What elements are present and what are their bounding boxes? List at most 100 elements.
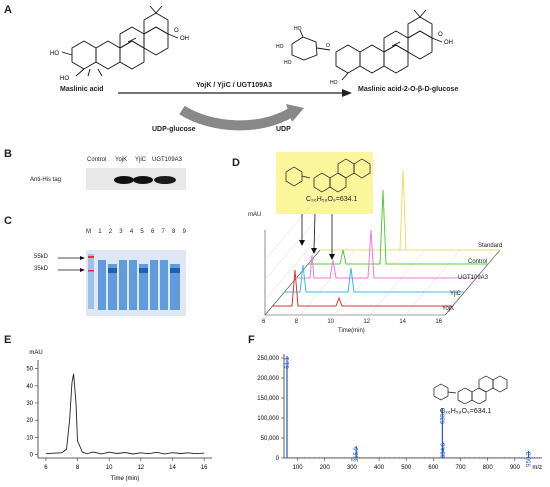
enzymes-label: YojK / YjiC / UGT109A3 bbox=[196, 82, 272, 89]
byproduct-label: UDP bbox=[276, 126, 291, 133]
western-row-label: Anti-His tag bbox=[30, 177, 62, 183]
f-ytick-label: 50,000 bbox=[261, 436, 280, 442]
e-xtick-label: 8 bbox=[76, 465, 80, 471]
product-structure bbox=[291, 9, 443, 81]
lane-ugt109a3: UGT109A3 bbox=[152, 157, 183, 163]
f-ytick-label: 0 bbox=[276, 456, 280, 462]
d-xtick-16: 16 bbox=[435, 319, 442, 325]
f-xtick-label: 300 bbox=[347, 465, 358, 471]
curved-arrowhead bbox=[286, 104, 304, 122]
d-xtick-12: 12 bbox=[363, 319, 370, 325]
marker-35-label: 35kD bbox=[34, 266, 49, 272]
band-yjic bbox=[133, 176, 153, 184]
o-label-1: O bbox=[174, 28, 179, 34]
gel-lane-4: 4 bbox=[129, 229, 134, 235]
lane-yojk: YojK bbox=[115, 157, 128, 163]
e-ylabel: mAU bbox=[29, 350, 42, 356]
marker-55-label: 55kD bbox=[34, 254, 49, 260]
gel-lane-8: 8 bbox=[172, 229, 176, 235]
ho-label-5: HO bbox=[284, 60, 292, 66]
e-xtick-label: 12 bbox=[137, 465, 144, 471]
panel-label-d: D bbox=[232, 157, 240, 169]
f-xtick-label: 400 bbox=[374, 465, 385, 471]
panel-f-mass-spectrum: 0 50,000 100,000 150,000 200,000 250,000 100 20… bbox=[257, 354, 542, 471]
trace-yojk bbox=[272, 269, 452, 307]
panel-label-c: C bbox=[4, 215, 12, 227]
panel-a-scheme: HO HO OH O HO HO HO O HO OH O bbox=[50, 5, 453, 131]
donor-label: UDP-glucose bbox=[152, 126, 196, 133]
f-xtick-label: 200 bbox=[320, 465, 331, 471]
trace-label-standard: Standard bbox=[478, 243, 503, 249]
f-ytick-label: 250,000 bbox=[257, 356, 279, 362]
gel-lane-5: 5 bbox=[140, 229, 144, 235]
trace-standard bbox=[320, 169, 500, 251]
callout-formula: C₃₆H₅₈O₉=634.1 bbox=[306, 196, 358, 203]
e-ytick-label: 10 bbox=[26, 435, 33, 441]
curved-arrow bbox=[179, 105, 295, 131]
lane-control: Control bbox=[87, 157, 107, 163]
panel-d-xticks: 6 8 10 12 14 16 bbox=[262, 319, 442, 325]
trace-label-yojk: YojK bbox=[442, 306, 455, 312]
panel-e-chromatogram: 0 10 20 30 40 50 6 8 10 12 14 16 mAU Time (min) bbox=[26, 350, 212, 482]
f-xtick-label: 900 bbox=[510, 465, 521, 471]
f-xtick-label: 100 bbox=[293, 465, 304, 471]
e-ytick-label: 40 bbox=[26, 384, 33, 390]
f-xlabel: m/z bbox=[532, 465, 542, 471]
e-xtick-label: 16 bbox=[201, 465, 208, 471]
trace-label-control: Control bbox=[468, 259, 488, 265]
gel-lane-7: 7 bbox=[161, 229, 165, 235]
ho-label-4: HO bbox=[276, 44, 284, 50]
e-ytick-label: 0 bbox=[30, 453, 34, 459]
f-peak-label: 633.1 bbox=[440, 408, 446, 424]
ho-label-3: HO bbox=[294, 26, 302, 32]
ms-structure-icon bbox=[433, 375, 508, 405]
band-ugt109a3 bbox=[154, 176, 176, 184]
d-xtick-14: 14 bbox=[399, 319, 406, 325]
maslinic-acid-structure bbox=[61, 5, 179, 77]
ho-label-6: HO bbox=[330, 80, 338, 86]
ho-label-2: HO bbox=[60, 76, 69, 82]
gel-lane-2: 2 bbox=[108, 229, 113, 235]
e-xlabel: Time (min) bbox=[111, 476, 139, 482]
gel-lane-m: M bbox=[86, 229, 91, 235]
f-ytick-label: 100,000 bbox=[257, 416, 279, 422]
d-xtick-10: 10 bbox=[327, 319, 334, 325]
trace-label-yjic: YjiC bbox=[450, 291, 462, 297]
d-xtick-6: 6 bbox=[262, 319, 266, 325]
gel-lane-6: 6 bbox=[150, 229, 155, 235]
e-trace-line bbox=[45, 373, 205, 455]
e-xtick-label: 10 bbox=[106, 465, 113, 471]
ms-formula: C₃₆H₅₈O₉=634.1 bbox=[440, 408, 492, 415]
trace-label-ugt109a3: UGT109A3 bbox=[458, 275, 489, 281]
e-ytick-label: 20 bbox=[26, 418, 33, 424]
trace-control bbox=[308, 189, 488, 265]
panel-label-b: B bbox=[4, 148, 12, 160]
e-ytick-label: 50 bbox=[26, 367, 33, 373]
e-xtick-label: 6 bbox=[44, 465, 48, 471]
gel-lane-3: 3 bbox=[119, 229, 123, 235]
f-ytick-label: 200,000 bbox=[257, 376, 279, 382]
reaction-arrowhead bbox=[342, 89, 352, 97]
lane-yjic: YjiC bbox=[135, 157, 147, 163]
western-blot-image bbox=[86, 168, 186, 190]
o-label-2: O bbox=[326, 43, 330, 49]
gel-lane-1: 1 bbox=[98, 229, 102, 235]
trace-ugt109a3 bbox=[296, 229, 476, 279]
gel-lane-9: 9 bbox=[182, 229, 186, 235]
panel-label-e: E bbox=[4, 334, 12, 346]
f-xtick-label: 700 bbox=[456, 465, 467, 471]
d-xtick-8: 8 bbox=[294, 319, 298, 325]
o-label-3: O bbox=[438, 32, 443, 38]
f-peak-label: 61.1 bbox=[285, 356, 291, 368]
f-peak-label: 634.6 bbox=[441, 442, 447, 458]
oh-label-2: OH bbox=[444, 40, 453, 46]
e-xtick-label: 14 bbox=[169, 465, 176, 471]
band-yojk bbox=[114, 176, 134, 184]
panel-label-f: F bbox=[248, 334, 255, 346]
panel-d-xlabel: Time(min) bbox=[338, 328, 365, 334]
e-ytick-label: 30 bbox=[26, 401, 33, 407]
f-xtick-label: 600 bbox=[428, 465, 439, 471]
substrate-label: Maslinic acid bbox=[60, 86, 104, 93]
product-label: Maslinic acid-2-O-β-D-glucose bbox=[358, 86, 459, 93]
panel-d-ylabel: mAU bbox=[248, 212, 262, 218]
